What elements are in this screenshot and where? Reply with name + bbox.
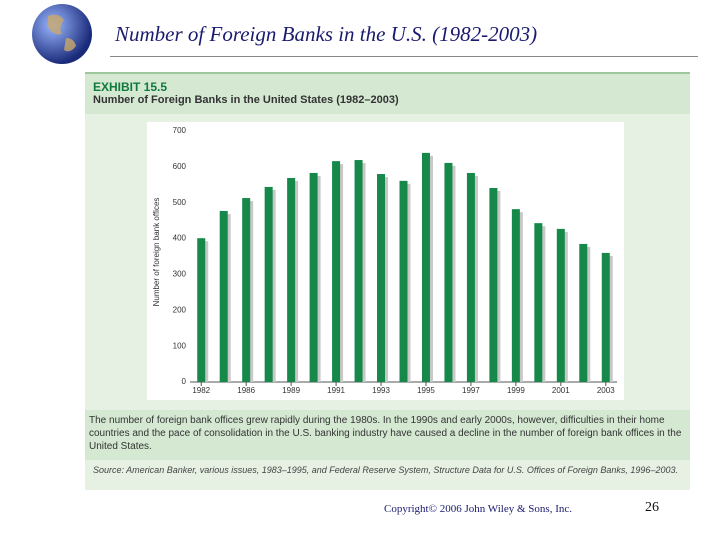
exhibit-label: EXHIBIT 15.5: [93, 80, 168, 94]
bar: [556, 228, 565, 382]
bar: [287, 177, 296, 382]
bar: [511, 209, 520, 382]
page-number: 26: [645, 500, 659, 515]
y-tick-label: 0: [182, 377, 187, 386]
slide-title: Number of Foreign Banks in the U.S. (198…: [115, 22, 538, 46]
x-tick-label: 1982: [192, 386, 210, 395]
y-axis-label: Number of foreign bank offices: [152, 198, 161, 307]
bar: [399, 180, 408, 382]
title-rule: [110, 56, 698, 57]
x-tick-label: 1986: [237, 386, 255, 395]
bar: [489, 188, 498, 382]
bar: [466, 172, 475, 382]
x-tick-label: 1991: [327, 386, 345, 395]
bar: [601, 252, 610, 382]
exhibit-header: [85, 72, 690, 114]
y-tick-label: 500: [173, 198, 187, 207]
bar: [219, 210, 228, 382]
globe-icon: [32, 4, 92, 64]
bar: [421, 152, 430, 382]
exhibit-source: Source: American Banker, various issues,…: [93, 465, 678, 475]
bar: [309, 172, 318, 382]
y-tick-label: 600: [173, 162, 187, 171]
bar: [264, 186, 273, 382]
bar: [332, 161, 341, 382]
x-tick-label: 1995: [417, 386, 435, 395]
y-tick-label: 400: [173, 234, 187, 243]
chart-title: Number of Foreign Banks in the United St…: [93, 94, 399, 106]
exhibit-caption: The number of foreign bank offices grew …: [85, 410, 690, 460]
bar: [242, 198, 251, 382]
bar: [444, 162, 453, 382]
y-tick-label: 100: [173, 341, 187, 350]
chart: Number of foreign bank offices 0 100 200 30…: [147, 122, 624, 400]
bar: [534, 223, 543, 382]
bar: [377, 174, 386, 382]
y-tick-label: 200: [173, 305, 187, 314]
copyright: Copyright© 2006 John Wiley & Sons, Inc.: [384, 503, 572, 515]
y-tick-label: 300: [173, 270, 187, 279]
x-tick-label: 1993: [372, 386, 390, 395]
bar: [197, 238, 206, 382]
y-tick-label: 700: [173, 126, 187, 135]
bar: [579, 243, 588, 382]
x-tick-label: 2003: [597, 386, 615, 395]
x-tick-label: 2001: [552, 386, 570, 395]
bar: [354, 160, 363, 382]
x-tick-label: 1989: [282, 386, 300, 395]
x-tick-label: 1999: [507, 386, 525, 395]
x-tick-label: 1997: [462, 386, 480, 395]
